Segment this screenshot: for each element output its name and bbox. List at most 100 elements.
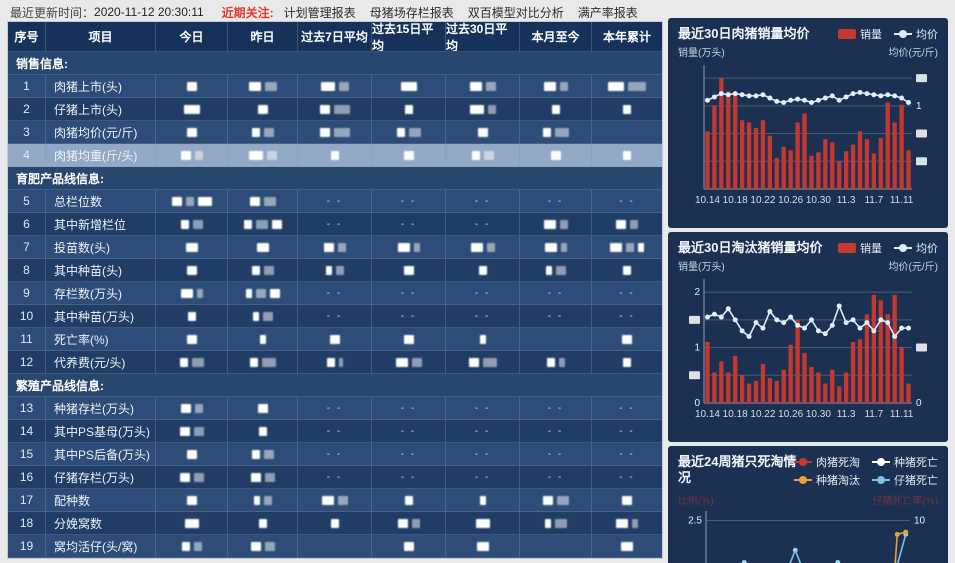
data-cell: - - — [298, 466, 372, 489]
data-cell — [156, 282, 228, 305]
legend-item-仔猪死亡[interactable]: 仔猪死亡 — [872, 472, 938, 488]
redacted-value — [193, 541, 202, 551]
section-row: 销售信息: — [8, 52, 662, 75]
redacted-value — [555, 265, 566, 275]
data-cell — [156, 259, 228, 282]
table-row-10[interactable]: 10 其中种苗(万头) - - - - - - - - - - — [8, 305, 662, 328]
legend-item-种猪淘汰[interactable]: 种猪淘汰 — [794, 472, 860, 488]
redacted-value — [180, 403, 191, 413]
row-seq: 14 — [8, 420, 46, 443]
redacted-value — [623, 357, 631, 367]
redacted-value — [251, 265, 260, 275]
table-row-5[interactable]: 5 总栏位数 - - - - - - - - - - — [8, 190, 662, 213]
redacted-value — [560, 242, 567, 252]
redacted-value — [404, 495, 413, 505]
empty-value-dash: - - — [400, 287, 417, 299]
data-cell — [298, 144, 372, 167]
data-cell — [372, 236, 446, 259]
redacted-value — [191, 357, 204, 367]
table-row-16[interactable]: 16 仔猪存栏(万头) - - - - - - - - - - — [8, 466, 662, 489]
table-row-9[interactable]: 9 存栏数(万头) - - - - - - - - - - — [8, 282, 662, 305]
redacted-value — [335, 265, 344, 275]
table-row-11[interactable]: 11 死亡率(%) — [8, 328, 662, 351]
legend-label: 均价 — [916, 29, 938, 41]
legend-item-销量[interactable]: 销量 — [838, 26, 882, 42]
empty-value-dash: - - — [326, 218, 343, 230]
redacted-value — [320, 81, 335, 91]
legend-item-种猪死亡[interactable]: 种猪死亡 — [872, 454, 938, 470]
line-swatch-icon — [794, 458, 812, 466]
redacted-value — [319, 127, 330, 137]
data-cell — [446, 512, 520, 535]
redacted-value — [193, 472, 204, 482]
redacted-value — [245, 288, 252, 298]
table-row-12[interactable]: 12 代养费(元/头) — [8, 351, 662, 374]
redacted-value — [469, 104, 484, 114]
data-cell — [156, 213, 228, 236]
table-row-14[interactable]: 14 其中PS基母(万头) - - - - - - - - - - — [8, 420, 662, 443]
x-axis-tick-label: 10.26 — [778, 195, 803, 206]
redacted-value — [550, 150, 561, 160]
data-cell — [228, 190, 298, 213]
data-cell — [228, 282, 298, 305]
axis-labels: 销量(万头) 均价(元/斤) — [678, 258, 938, 273]
redacted-value — [321, 495, 334, 505]
empty-value-dash: - - — [400, 425, 417, 437]
legend-item-销量[interactable]: 销量 — [838, 240, 882, 256]
redacted-value — [337, 495, 348, 505]
table-row-19[interactable]: 19 窝均活仔(头/窝) — [8, 535, 662, 558]
row-label: 其中PS后备(万头) — [46, 443, 156, 466]
data-cell — [228, 144, 298, 167]
data-cell — [156, 443, 228, 466]
table-row-3[interactable]: 3 肉猪均价(元/斤) — [8, 121, 662, 144]
row-label: 其中种苗(万头) — [46, 305, 156, 328]
row-label: 投苗数(头) — [46, 236, 156, 259]
redacted-value — [479, 334, 486, 344]
redacted-value — [250, 472, 261, 482]
table-row-17[interactable]: 17 配种数 — [8, 489, 662, 512]
cull-sales-chart: 210 010.14 10.18 10.22 10.26 10.30 11.3 11.7 11.… — [689, 279, 927, 420]
legend-item-肉猪死淘[interactable]: 肉猪死淘 — [794, 454, 860, 470]
data-cell: - - — [372, 190, 446, 213]
table-row-1[interactable]: 1 肉猪上市(头) — [8, 75, 662, 98]
row-seq: 17 — [8, 489, 46, 512]
redacted-value — [403, 150, 414, 160]
redacted-value — [186, 81, 197, 91]
redacted-axis-tick — [916, 74, 927, 83]
table-row-4[interactable]: 4 肉猪均重(斤/头) — [8, 144, 662, 167]
data-cell — [156, 535, 228, 558]
data-cell — [156, 466, 228, 489]
nav-link-model-compare[interactable]: 双百模型对比分析 — [467, 5, 564, 20]
data-cell — [228, 466, 298, 489]
line-swatch-icon — [894, 30, 912, 38]
row-label: 分娩窝数 — [46, 512, 156, 535]
redacted-value — [252, 311, 259, 321]
table-row-18[interactable]: 18 分娩窝数 — [8, 512, 662, 535]
table-row-7[interactable]: 7 投苗数(头) — [8, 236, 662, 259]
y-right-label: 仔猪死亡率(%) — [872, 496, 938, 507]
x-axis-tick-label: 10.22 — [750, 409, 775, 420]
row-seq: 10 — [8, 305, 46, 328]
data-cell — [298, 512, 372, 535]
data-cell — [592, 236, 662, 259]
table-row-2[interactable]: 2 仔猪上市(头) — [8, 98, 662, 121]
table-row-8[interactable]: 8 其中种苗(头) — [8, 259, 662, 282]
legend-item-均价[interactable]: 均价 — [894, 240, 938, 256]
redacted-value — [193, 426, 204, 436]
redacted-value — [544, 242, 557, 252]
redacted-value — [483, 150, 494, 160]
redacted-value — [263, 449, 274, 459]
nav-link-full-capacity-report[interactable]: 满产率报表 — [577, 5, 638, 20]
redacted-value — [479, 495, 486, 505]
table-row-6[interactable]: 6 其中新增栏位 - - - - - - — [8, 213, 662, 236]
nav-link-sow-farm-report[interactable]: 母猪场存栏报表 — [369, 5, 454, 20]
legend-item-均价[interactable]: 均价 — [894, 26, 938, 42]
table-row-15[interactable]: 15 其中PS后备(万头) - - - - - - - - - - — [8, 443, 662, 466]
data-cell — [156, 489, 228, 512]
data-cell — [228, 121, 298, 144]
table-row-13[interactable]: 13 种猪存栏(万头) - - - - - - - - - - — [8, 397, 662, 420]
nav-link-plan-report[interactable]: 计划管理报表 — [283, 5, 356, 20]
redacted-value — [180, 219, 189, 229]
redacted-value — [319, 104, 330, 114]
redacted-value — [179, 426, 190, 436]
